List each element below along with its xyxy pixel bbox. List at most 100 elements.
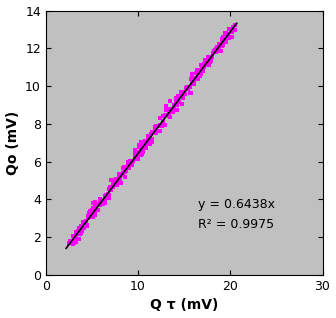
Point [206,60,211,65]
Point [211,50,216,55]
Point [196,76,201,81]
Point [149,137,155,142]
Point [166,114,172,119]
Point [174,107,179,112]
Point [97,203,102,208]
Point [92,207,97,212]
Point [123,169,129,174]
Y-axis label: Qo (mV): Qo (mV) [6,111,19,175]
Point [125,165,131,170]
Point [225,32,230,37]
Point [154,124,159,129]
Point [220,42,226,47]
Point [98,201,103,206]
Point [189,77,195,82]
Point [121,167,126,172]
Point [209,54,215,59]
Point [119,172,124,177]
Point [91,211,96,216]
Point [147,142,153,147]
Point [167,114,172,119]
Point [70,233,76,238]
Point [230,34,235,39]
Point [171,105,177,110]
Point [205,55,210,60]
Point [229,29,235,34]
Point [72,240,77,245]
Point [119,181,124,186]
Point [223,30,228,35]
Point [125,159,131,164]
Point [157,128,162,133]
Point [185,84,190,89]
Point [141,144,146,149]
Point [157,129,162,134]
Point [216,44,222,49]
Point [107,192,112,197]
Point [175,102,180,107]
Point [131,159,136,164]
Point [194,71,200,76]
Point [138,152,143,157]
Point [170,109,175,114]
Point [171,109,176,114]
Point [233,23,238,28]
Point [107,184,112,190]
Point [102,200,108,205]
Point [201,66,206,71]
Point [201,66,206,71]
Point [215,46,220,51]
Point [67,238,73,244]
Point [130,158,135,163]
Point [110,178,116,183]
Point [77,231,83,236]
Point [224,31,229,37]
Point [227,36,232,41]
Point [160,118,165,123]
Point [219,37,225,42]
Point [189,73,195,79]
Point [70,241,76,246]
Point [184,84,190,89]
Point [112,181,117,186]
Point [188,77,194,82]
Point [86,210,92,215]
Point [195,70,200,75]
Point [97,196,103,201]
Point [177,99,182,104]
Point [132,154,138,159]
Point [214,45,219,50]
Point [80,229,85,234]
Point [213,47,218,52]
Point [142,146,147,151]
Point [176,93,181,98]
Point [73,235,78,240]
Point [148,134,153,139]
Point [126,159,131,164]
Point [223,37,228,42]
Point [208,58,214,63]
Point [136,156,141,161]
Point [140,141,145,146]
Point [182,91,188,96]
Point [87,211,92,216]
Point [73,239,79,245]
Point [76,229,81,234]
Point [213,49,218,54]
Point [149,140,154,145]
Point [220,34,225,39]
Point [132,150,137,155]
Point [217,41,222,46]
Point [106,187,112,192]
Point [95,207,100,212]
Point [69,240,74,245]
Point [126,162,131,168]
Point [109,184,114,190]
Point [120,165,126,170]
Point [78,230,84,235]
Point [120,171,126,176]
Point [102,197,108,202]
Point [142,142,148,148]
Point [211,50,217,55]
Point [113,178,118,183]
